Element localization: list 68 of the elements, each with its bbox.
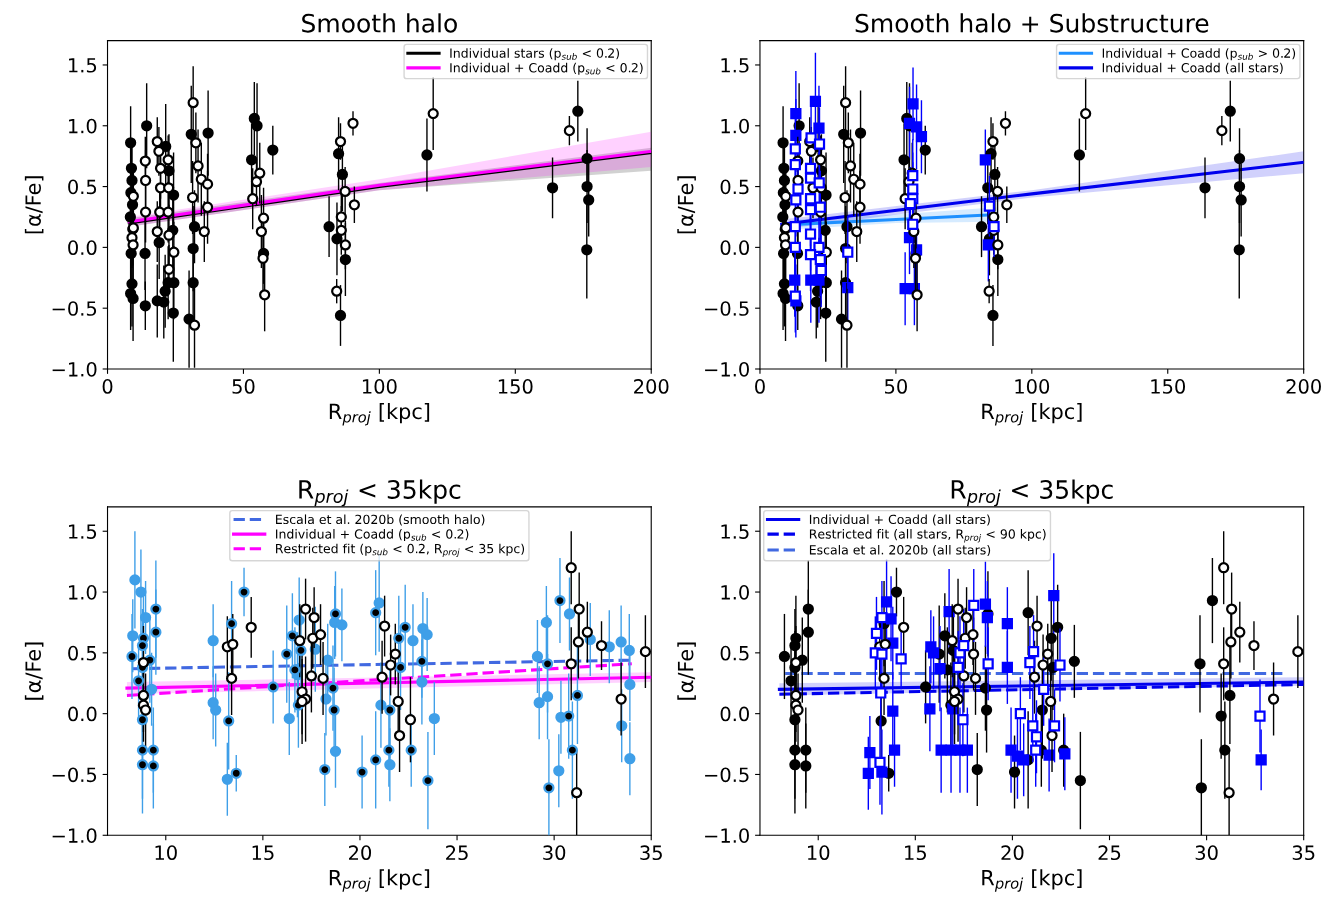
x-tick-label: 150 — [1151, 379, 1186, 394]
x-tick-label: 200 — [634, 379, 669, 394]
y-tick-label: 0.0 — [68, 706, 97, 722]
y-tick-label: 0.0 — [68, 240, 97, 256]
x-tick-label: 35 — [640, 845, 662, 861]
legend-label: Individual + Coadd (p$_{sub}$ > 0.2) — [1102, 48, 1296, 61]
legend-label: Individual + Coadd (p$_{sub}$ < 0.2) — [276, 529, 469, 542]
x-tick-label: 10 — [807, 845, 830, 861]
y-tick-label: −1.0 — [52, 361, 97, 377]
y-tick-label: −1.0 — [52, 828, 97, 843]
y-tick-label: −1.0 — [705, 828, 749, 843]
chart-title: Smooth halo + Substructure — [855, 13, 1209, 33]
y-tick-label: 0.5 — [68, 645, 97, 661]
y-axis-title: [α/Fe] — [24, 176, 44, 234]
x-tick-label: 100 — [1015, 379, 1050, 394]
y-tick-label: 0.0 — [720, 240, 749, 256]
x-tick-label: 200 — [1286, 379, 1321, 394]
y-tick-label: −0.5 — [52, 301, 97, 316]
x-tick-label: 30 — [543, 845, 566, 861]
chart-title: R$_{proj}$ < 35kpc — [951, 479, 1113, 507]
x-tick-label: 10 — [155, 845, 177, 861]
y-tick-label: 0.5 — [68, 179, 97, 195]
x-tick-label: 25 — [446, 845, 468, 861]
legend-label: Individual + Coadd (all stars) — [1102, 62, 1283, 74]
y-tick-label: −0.5 — [52, 767, 97, 783]
x-tick-label: 0 — [102, 379, 113, 394]
y-tick-label: −0.5 — [705, 767, 749, 783]
y-tick-label: 1.5 — [69, 58, 97, 73]
y-tick-label: 1.0 — [721, 585, 749, 600]
legend-label: Escala et al. 2020b (all stars) — [809, 544, 991, 557]
x-axis-title: R$_{proj}$ [kpc] — [982, 869, 1082, 892]
x-tick-label: 50 — [232, 379, 255, 394]
x-tick-label: 35 — [1292, 845, 1315, 861]
legend-label: Individual + Coadd (p$_{sub}$ < 0.2) — [450, 62, 643, 75]
y-tick-label: 1.0 — [721, 118, 749, 134]
legend-label: Individual stars (p$_{sub}$ < 0.2) — [450, 48, 619, 61]
y-tick-label: 0.5 — [720, 179, 749, 195]
y-tick-label: −1.0 — [705, 361, 749, 377]
y-tick-label: 1.0 — [69, 118, 97, 134]
x-axis-title: R$_{proj}$ [kpc] — [329, 403, 430, 426]
legend-label: Restricted fit (all stars, R$_{proj}$ < 90 kpc) — [809, 529, 1046, 543]
y-tick-label: 1.5 — [721, 524, 749, 539]
y-tick-label: 0.0 — [720, 706, 749, 722]
x-tick-label: 15 — [905, 845, 926, 861]
x-tick-label: 30 — [1195, 845, 1218, 861]
x-tick-label: 0 — [755, 379, 765, 394]
x-tick-label: 50 — [885, 379, 907, 394]
x-tick-label: 25 — [1098, 845, 1121, 861]
legend-label: Individual + Coadd (all stars) — [809, 514, 990, 526]
y-tick-label: 1.5 — [69, 524, 97, 539]
x-tick-label: 20 — [349, 845, 372, 861]
chart-title: R$_{proj}$ < 35kpc — [299, 479, 461, 507]
x-tick-label: 100 — [362, 379, 397, 394]
legend-label: Escala et al. 2020b (smooth halo) — [276, 514, 485, 526]
y-axis-title: [α/Fe] — [24, 642, 44, 700]
y-tick-label: −0.5 — [705, 301, 749, 316]
x-tick-label: 150 — [498, 379, 533, 394]
chart-title: Smooth halo — [302, 13, 457, 33]
y-tick-label: 1.5 — [721, 58, 749, 73]
x-tick-label: 15 — [252, 845, 274, 861]
x-tick-label: 20 — [1001, 845, 1024, 861]
y-tick-label: 0.5 — [720, 645, 749, 661]
x-axis-title: R$_{proj}$ [kpc] — [329, 869, 430, 892]
x-axis-title: R$_{proj}$ [kpc] — [982, 403, 1082, 426]
y-axis-title: [α/Fe] — [677, 642, 696, 700]
y-axis-title: [α/Fe] — [677, 176, 696, 234]
legend-label: Restricted fit (p$_{sub}$ < 0.2, R$_{proj}$ < 35 kpc) — [276, 543, 525, 557]
y-tick-label: 1.0 — [69, 585, 97, 600]
